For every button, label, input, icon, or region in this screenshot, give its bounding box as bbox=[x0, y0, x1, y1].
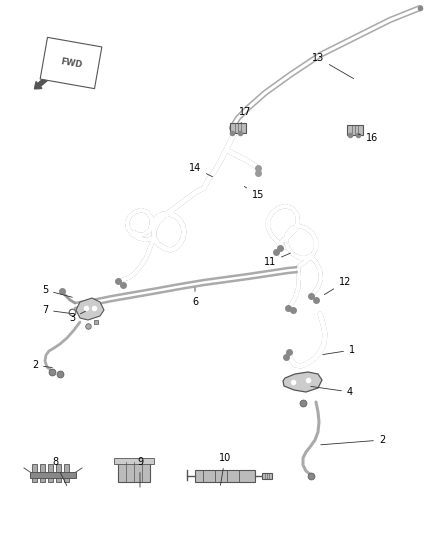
Text: FWD: FWD bbox=[60, 56, 82, 69]
FancyBboxPatch shape bbox=[118, 462, 150, 482]
Text: 16: 16 bbox=[358, 133, 378, 143]
Polygon shape bbox=[76, 298, 104, 320]
Text: 5: 5 bbox=[42, 285, 72, 297]
Text: 13: 13 bbox=[312, 53, 353, 78]
FancyArrow shape bbox=[35, 71, 54, 89]
FancyBboxPatch shape bbox=[195, 470, 255, 482]
Text: 9: 9 bbox=[137, 457, 143, 487]
Text: 12: 12 bbox=[325, 277, 351, 295]
Bar bbox=[30, 472, 76, 478]
Bar bbox=[32, 464, 37, 482]
Text: 10: 10 bbox=[219, 453, 231, 485]
Bar bbox=[347, 125, 363, 135]
Text: 17: 17 bbox=[239, 107, 251, 123]
Polygon shape bbox=[283, 372, 322, 392]
Bar bbox=[64, 464, 69, 482]
Bar bbox=[114, 458, 154, 464]
Text: 2: 2 bbox=[32, 360, 52, 370]
Bar bbox=[48, 464, 53, 482]
Text: 15: 15 bbox=[244, 187, 264, 200]
Text: 1: 1 bbox=[323, 345, 355, 355]
Bar bbox=[230, 123, 246, 133]
Bar bbox=[262, 473, 272, 479]
Text: 14: 14 bbox=[189, 163, 212, 177]
Text: 2: 2 bbox=[321, 435, 385, 445]
Text: 3: 3 bbox=[69, 311, 85, 323]
Text: 6: 6 bbox=[192, 288, 198, 307]
Bar bbox=[40, 464, 45, 482]
Text: 4: 4 bbox=[311, 386, 353, 397]
Text: 7: 7 bbox=[42, 305, 72, 315]
Text: 11: 11 bbox=[264, 253, 290, 267]
Bar bbox=[56, 464, 61, 482]
Text: 8: 8 bbox=[52, 457, 67, 486]
